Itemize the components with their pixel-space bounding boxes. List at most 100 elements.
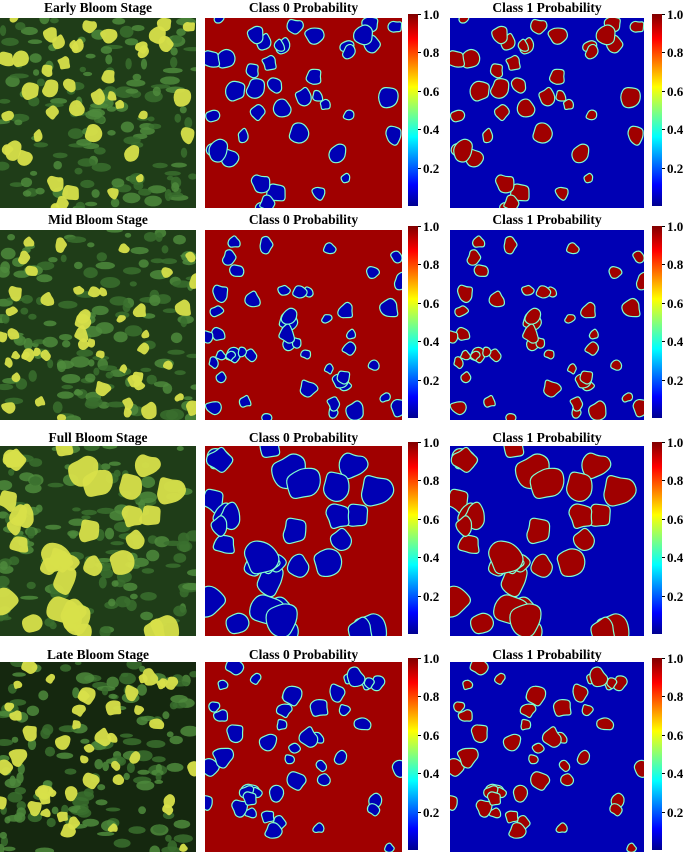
colorbar-tickmark (418, 129, 421, 131)
colorbar-tickmark (662, 811, 665, 813)
colorbar-tickmark (662, 518, 665, 520)
colorbar-tickmark (418, 557, 421, 559)
photo-title-3: Full Bloom Stage (48, 430, 148, 445)
colorbar-tickmark (662, 341, 665, 343)
class1-map-4 (450, 662, 644, 852)
class1-map-3 (450, 446, 644, 636)
colorbar-tick-label: 0.2 (423, 160, 440, 176)
colorbar-tickmark (662, 442, 665, 443)
colorbar-tickmark (662, 52, 665, 54)
colorbar-4-1 (408, 658, 418, 850)
colorbar-tick-label: 0.2 (667, 804, 684, 820)
colorbar-tickmark (662, 773, 665, 775)
colorbar-tick-label: 0.6 (667, 83, 684, 99)
colorbar-tick-label: 0.8 (423, 45, 440, 61)
colorbar-tickmark (418, 734, 421, 736)
class1-map-2 (450, 230, 644, 420)
colorbar-tick-label: 0.4 (667, 550, 684, 566)
colorbar-tickmark (662, 379, 665, 381)
colorbar-tick-label: 0.6 (423, 727, 440, 743)
colorbar-tick-label: 0.4 (667, 334, 684, 350)
colorbar-tickmark (418, 595, 421, 597)
colorbar-tickmark (418, 480, 421, 482)
class1-title-1: Class 1 Probability (492, 0, 602, 15)
colorbar-tickmark (662, 167, 665, 169)
colorbar-tickmark (418, 14, 421, 15)
colorbar-tick-label: 0.4 (667, 766, 684, 782)
colorbar-tickmark (662, 480, 665, 482)
colorbar-tickmark (662, 557, 665, 559)
colorbar-tick-label: 0.6 (667, 727, 684, 743)
colorbar-tick-label: 0.2 (667, 588, 684, 604)
colorbar-2-1 (408, 226, 418, 418)
class0-map-3 (205, 446, 402, 636)
colorbar-tick-label: 0.8 (667, 473, 684, 489)
photo-title-2: Mid Bloom Stage (48, 212, 148, 227)
colorbar-tick-label: 0.6 (667, 295, 684, 311)
colorbar-tickmark (418, 658, 421, 659)
colorbar-tick-label: 0.6 (423, 295, 440, 311)
class0-title-2: Class 0 Probability (248, 212, 359, 227)
colorbar-4-2 (652, 658, 662, 850)
colorbar-tick-label: 1.0 (667, 219, 684, 234)
class0-map-2 (205, 230, 402, 420)
colorbar-1-1 (408, 14, 418, 206)
colorbar-tickmark (418, 264, 421, 266)
colorbar-tick-label: 0.8 (667, 45, 684, 61)
colorbar-tickmark (662, 658, 665, 659)
colorbar-tickmark (418, 226, 421, 227)
colorbar-tick-label: 0.6 (667, 511, 684, 527)
photo-title-4: Late Bloom Stage (47, 647, 149, 662)
field-photo-3 (0, 446, 196, 636)
field-photo-4 (0, 662, 196, 852)
colorbar-tick-label: 0.8 (423, 257, 440, 273)
colorbar-tick-label: 0.8 (423, 473, 440, 489)
class1-title-4: Class 1 Probability (492, 647, 602, 662)
colorbar-tick-label: 0.2 (423, 588, 440, 604)
colorbar-tickmark (662, 734, 665, 736)
colorbar-tickmark (662, 226, 665, 227)
colorbar-tickmark (418, 442, 421, 443)
class0-title-3: Class 0 Probability (248, 430, 359, 445)
class0-map-4 (205, 662, 402, 852)
colorbar-tickmark (662, 595, 665, 597)
colorbar-tick-label: 1.0 (667, 435, 684, 450)
colorbar-tick-label: 0.8 (667, 257, 684, 273)
class0-map-1 (205, 18, 402, 208)
colorbar-tickmark (418, 696, 421, 698)
colorbar-tick-label: 0.6 (423, 83, 440, 99)
class1-map-1 (450, 18, 644, 208)
colorbar-tick-label: 0.2 (667, 372, 684, 388)
colorbar-tickmark (662, 302, 665, 304)
colorbar-tick-label: 0.2 (667, 160, 684, 176)
colorbar-tickmark (662, 90, 665, 92)
class0-title-4: Class 0 Probability (248, 647, 359, 662)
colorbar-tick-label: 0.6 (423, 511, 440, 527)
colorbar-tick-label: 0.4 (667, 122, 684, 138)
field-photo-2 (0, 230, 196, 420)
colorbar-tickmark (662, 129, 665, 131)
colorbar-tickmark (662, 14, 665, 15)
class1-title-2: Class 1 Probability (492, 212, 602, 227)
colorbar-tickmark (418, 811, 421, 813)
colorbar-tick-label: 0.2 (423, 804, 440, 820)
photo-title-1: Early Bloom Stage (44, 0, 152, 15)
colorbar-tickmark (662, 696, 665, 698)
colorbar-tick-label: 0.4 (423, 766, 440, 782)
colorbar-tickmark (418, 379, 421, 381)
colorbar-tick-label: 0.8 (667, 689, 684, 705)
colorbar-tickmark (418, 52, 421, 54)
colorbar-1-2 (652, 14, 662, 206)
colorbar-tickmark (418, 302, 421, 304)
colorbar-tickmark (418, 341, 421, 343)
class0-title-1: Class 0 Probability (248, 0, 359, 15)
colorbar-tick-label: 0.8 (423, 689, 440, 705)
field-photo-1 (0, 18, 196, 208)
colorbar-tick-label: 1.0 (423, 219, 440, 234)
colorbar-tick-label: 1.0 (423, 651, 440, 666)
colorbar-tickmark (418, 518, 421, 520)
class1-title-3: Class 1 Probability (492, 430, 602, 445)
colorbar-tick-label: 1.0 (423, 7, 440, 22)
colorbar-tick-label: 0.2 (423, 372, 440, 388)
